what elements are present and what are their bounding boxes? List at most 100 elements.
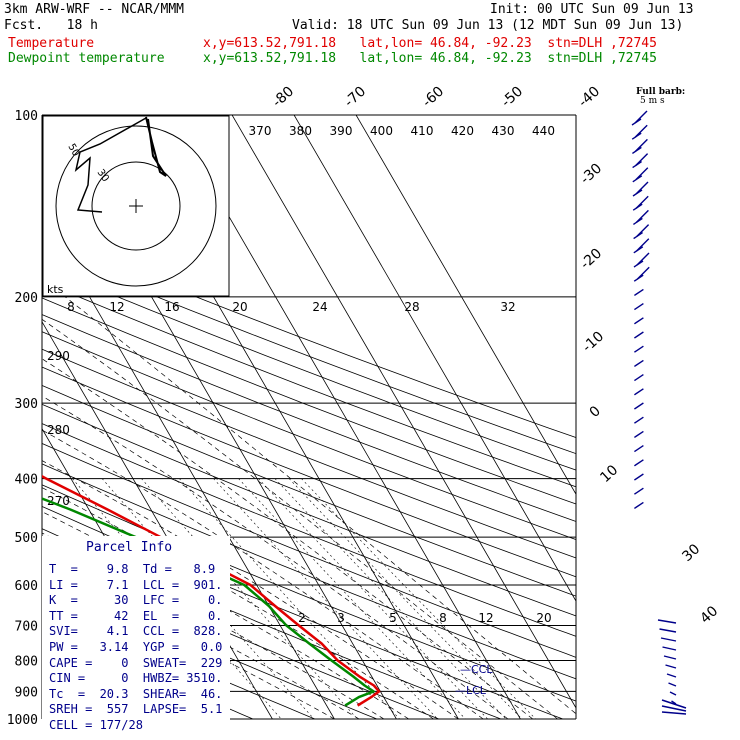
wind-barb: [634, 317, 644, 325]
mixing-ratio-line: [141, 478, 358, 719]
temperature-label: 30: [679, 541, 703, 565]
dry-adiabat: [42, 234, 576, 438]
wind-barb: [635, 153, 649, 167]
temperature-station-info: x,y=613.52,791.18 lat,lon= 46.84, -92.23…: [203, 36, 657, 51]
dry-adiabat: [42, 314, 576, 522]
wind-barb: [634, 288, 644, 296]
pressure-label: 800: [15, 654, 38, 669]
wind-barb: [660, 637, 677, 642]
dry-adiabat: [42, 574, 378, 719]
mixing-ratio-label: 8: [439, 611, 447, 625]
wind-barb: [634, 445, 644, 453]
parcel-line: CAPE = 0 SWEAT= 229: [49, 655, 223, 670]
theta-side-label: 280: [47, 423, 70, 437]
dewpoint-station-info: x,y=613.52,791.18 lat,lon= 46.84, -92.23…: [203, 51, 657, 66]
pressure-label: 900: [15, 685, 38, 700]
wind-barb: [634, 388, 644, 396]
wind-barb: [635, 167, 649, 181]
wind-barb: [634, 374, 644, 382]
wind-barb: [666, 673, 677, 678]
wind-barb: [634, 359, 644, 367]
wind-barb: [636, 266, 650, 280]
theta-label: 400: [370, 124, 393, 138]
hodograph-units: kts: [47, 283, 64, 296]
theta-label: 430: [492, 124, 515, 138]
wind-barb: [636, 224, 650, 238]
mixing-ratio-line: [72, 478, 282, 719]
wind-barb: [636, 252, 650, 266]
dry-adiabat: [42, 281, 576, 488]
pressure-labels: 100 200 300 400 500 600 700 800 900 1000: [7, 109, 38, 728]
temperature-label: 40: [697, 603, 721, 627]
lcl-marker: —LCL: [455, 684, 487, 697]
moist-adiabat: [42, 551, 360, 719]
hodograph-ring: [55, 125, 217, 287]
parcel-line: T = 9.8 Td = 8.9: [49, 562, 216, 576]
pressure-label: 100: [15, 109, 38, 124]
hodograph-ring: [91, 161, 181, 251]
dry-adiabat: [42, 385, 576, 597]
wind-barb: [634, 345, 644, 353]
parcel-line: SREH = 557 LAPSE= 5.1: [49, 702, 223, 717]
wind-barb: [661, 705, 687, 712]
wind-barb: [634, 331, 644, 339]
moist-adiabat: [42, 358, 534, 719]
mixing-ratio-label: 2: [298, 611, 306, 625]
init-time: Init: 00 UTC Sun 09 Jun 13: [490, 2, 694, 17]
pressure-label: 300: [15, 397, 38, 412]
wind-barbs: [631, 110, 687, 715]
parcel-line: K = 30 LFC = 0.: [49, 593, 223, 608]
wind-barb: [634, 501, 644, 509]
temperature-label: -10: [579, 328, 607, 355]
temperature-label: 10: [597, 462, 621, 486]
mixing-ratio-labels: 8 12 16 20 24 28 32 2 3 5 8 12 20: [67, 300, 551, 625]
mixing-ratio-label: 20: [232, 300, 247, 314]
moist-adiabat: [64, 296, 576, 715]
mixing-ratio-line: [258, 478, 488, 719]
pressure-label: 400: [15, 473, 38, 488]
pressure-label: 1000: [7, 713, 38, 728]
model-title: 3km ARW-WRF -- NCAR/MMM: [4, 2, 185, 17]
mixing-ratio-label: 12: [109, 300, 124, 314]
wind-barb: [634, 487, 644, 495]
wind-barb: [671, 700, 677, 705]
temperature-label: -80: [269, 83, 297, 110]
wind-barb: [661, 711, 687, 715]
wind-barb: [665, 664, 677, 669]
wind-barb: [661, 699, 687, 709]
wind-barb: [634, 416, 644, 424]
theta-label: 420: [451, 124, 474, 138]
temperature-label: 0: [587, 403, 604, 421]
dry-adiabat: [42, 249, 576, 455]
temperature-label: -60: [419, 83, 447, 110]
wind-barb: [668, 682, 677, 687]
temperature-label: -30: [577, 160, 605, 187]
wind-barb: [634, 473, 644, 481]
wind-barb: [634, 124, 648, 138]
hodograph-trace: [145, 116, 167, 177]
theta-label: 440: [532, 124, 555, 138]
theta-label: 390: [330, 124, 353, 138]
diagram-grid: [42, 115, 576, 719]
ccl-marker: —CCL: [460, 663, 493, 676]
parcel-info-title: Parcel Info: [86, 540, 173, 555]
temperature-label: -70: [341, 83, 369, 110]
dry-adiabat: [42, 348, 576, 559]
barb-legend-line1: Full barb:: [636, 87, 685, 97]
mixing-ratio-label: 16: [164, 300, 179, 314]
dry-adiabat: [42, 442, 576, 658]
mixing-ratio-label: 3: [337, 611, 345, 625]
moist-adiabat: [42, 395, 509, 719]
wind-barb: [636, 238, 650, 252]
mixing-ratio-label: 32: [500, 300, 515, 314]
dry-adiabat: [42, 463, 576, 680]
temperature-label: -20: [577, 245, 605, 272]
dry-adiabat: [42, 423, 576, 637]
wind-barb: [634, 110, 648, 124]
mixing-ratio-label: 20: [536, 611, 551, 625]
wind-barb: [663, 655, 677, 660]
wind-barb: [662, 646, 677, 651]
parcel-line: PW = 3.14 YGP = 0.0: [49, 640, 223, 654]
hodograph-trace: [74, 117, 147, 213]
